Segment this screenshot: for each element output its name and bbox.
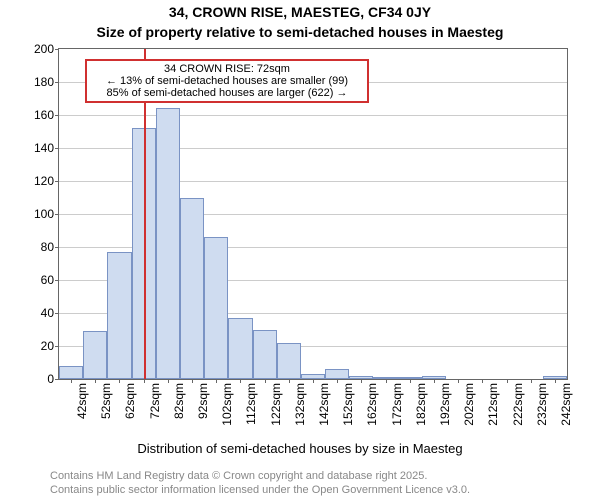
- xtick-mark: [168, 379, 169, 383]
- xtick-label: 152sqm: [341, 383, 355, 426]
- xtick-mark: [531, 379, 532, 383]
- histogram-bar: [156, 108, 180, 379]
- annotation-box: 34 CROWN RISE: 72sqm← 13% of semi-detach…: [85, 59, 369, 103]
- xtick-label: 192sqm: [438, 383, 452, 426]
- ytick-mark: [55, 346, 59, 347]
- ytick-label: 0: [47, 372, 54, 386]
- chart-title-line1: 34, CROWN RISE, MAESTEG, CF34 0JY: [0, 4, 600, 20]
- xtick-label: 72sqm: [148, 383, 162, 419]
- xtick-mark: [144, 379, 145, 383]
- xtick-label: 242sqm: [559, 383, 573, 426]
- xtick-mark: [361, 379, 362, 383]
- ytick-label: 120: [34, 174, 54, 188]
- xtick-mark: [337, 379, 338, 383]
- ytick-mark: [55, 181, 59, 182]
- xtick-mark: [434, 379, 435, 383]
- ytick-label: 20: [41, 339, 54, 353]
- footer-text-1: Contains HM Land Registry data © Crown c…: [50, 470, 427, 482]
- plot-area: 02040608010012014016018020042sqm52sqm62s…: [58, 48, 568, 380]
- histogram-bar: [228, 318, 252, 379]
- ytick-label: 180: [34, 75, 54, 89]
- ytick-label: 80: [41, 240, 54, 254]
- xtick-label: 102sqm: [220, 383, 234, 426]
- xtick-mark: [265, 379, 266, 383]
- xtick-label: 122sqm: [269, 383, 283, 426]
- xtick-label: 182sqm: [414, 383, 428, 426]
- ytick-label: 140: [34, 141, 54, 155]
- histogram-bar: [180, 198, 204, 380]
- x-axis-label: Distribution of semi-detached houses by …: [0, 441, 600, 456]
- xtick-label: 232sqm: [535, 383, 549, 426]
- ytick-mark: [55, 247, 59, 248]
- annotation-line-2: ← 13% of semi-detached houses are smalle…: [91, 75, 363, 87]
- ytick-label: 40: [41, 306, 54, 320]
- ytick-mark: [55, 82, 59, 83]
- histogram-bar: [107, 252, 131, 379]
- annotation-line-3: 85% of semi-detached houses are larger (…: [91, 87, 363, 99]
- histogram-bar: [204, 237, 228, 379]
- histogram-bar: [277, 343, 301, 379]
- histogram-bar: [325, 369, 349, 379]
- ytick-label: 60: [41, 273, 54, 287]
- xtick-mark: [555, 379, 556, 383]
- xtick-mark: [507, 379, 508, 383]
- xtick-mark: [458, 379, 459, 383]
- xtick-label: 92sqm: [196, 383, 210, 419]
- xtick-mark: [71, 379, 72, 383]
- xtick-label: 52sqm: [99, 383, 113, 419]
- histogram-bar: [253, 330, 277, 380]
- xtick-mark: [482, 379, 483, 383]
- xtick-label: 212sqm: [486, 383, 500, 426]
- xtick-label: 142sqm: [317, 383, 331, 426]
- footer-text-2: Contains public sector information licen…: [50, 484, 470, 496]
- ytick-mark: [55, 280, 59, 281]
- xtick-label: 112sqm: [244, 383, 258, 425]
- ytick-mark: [55, 148, 59, 149]
- histogram-bar: [83, 331, 107, 379]
- ytick-label: 160: [34, 108, 54, 122]
- xtick-mark: [95, 379, 96, 383]
- xtick-label: 162sqm: [365, 383, 379, 426]
- ytick-mark: [55, 379, 59, 380]
- xtick-mark: [119, 379, 120, 383]
- xtick-label: 42sqm: [75, 383, 89, 419]
- xtick-label: 82sqm: [172, 383, 186, 419]
- xtick-mark: [192, 379, 193, 383]
- xtick-label: 172sqm: [390, 383, 404, 426]
- ytick-mark: [55, 214, 59, 215]
- xtick-mark: [410, 379, 411, 383]
- ytick-label: 100: [34, 207, 54, 221]
- ytick-mark: [55, 115, 59, 116]
- xtick-mark: [386, 379, 387, 383]
- xtick-label: 202sqm: [462, 383, 476, 426]
- xtick-mark: [216, 379, 217, 383]
- chart-title-line2: Size of property relative to semi-detach…: [0, 24, 600, 40]
- annotation-line-1: 34 CROWN RISE: 72sqm: [91, 63, 363, 75]
- gridline-h: [59, 115, 567, 116]
- ytick-label: 200: [34, 42, 54, 56]
- xtick-label: 132sqm: [293, 383, 307, 426]
- ytick-mark: [55, 49, 59, 50]
- xtick-label: 62sqm: [123, 383, 137, 419]
- chart-container: 34, CROWN RISE, MAESTEG, CF34 0JY Size o…: [0, 0, 600, 500]
- histogram-bar: [59, 366, 83, 379]
- xtick-mark: [289, 379, 290, 383]
- xtick-mark: [313, 379, 314, 383]
- xtick-mark: [240, 379, 241, 383]
- ytick-mark: [55, 313, 59, 314]
- xtick-label: 222sqm: [511, 383, 525, 426]
